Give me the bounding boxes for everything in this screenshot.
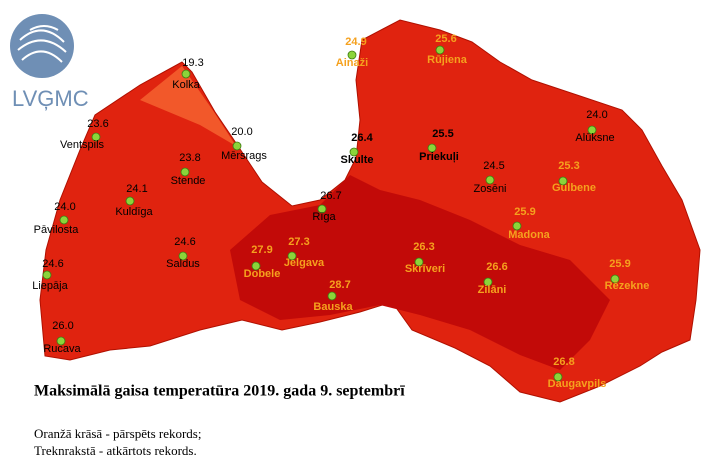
station-name: Alūksne	[575, 132, 614, 144]
station-dot	[610, 274, 620, 284]
station-value: 19.3	[182, 57, 203, 69]
station-name: Dobele	[244, 268, 281, 280]
station-dot	[56, 336, 66, 346]
station-name: Kolka	[172, 79, 200, 91]
station-name: Skulte	[340, 154, 373, 166]
station-value: 25.6	[435, 33, 456, 45]
station-name: Rucava	[43, 343, 81, 355]
station-name: Skrīveri	[405, 263, 445, 275]
station-dot	[349, 147, 359, 157]
cool-region	[140, 66, 236, 146]
station-name: Ainaži	[336, 57, 368, 69]
station-value: 25.9	[609, 258, 630, 270]
station-dot	[178, 251, 188, 261]
station-name: Mērsrags	[221, 150, 267, 162]
station-dot	[251, 261, 261, 271]
station-value: 24.1	[126, 183, 147, 195]
station-name: Zilāni	[478, 284, 507, 296]
hot-region	[230, 175, 610, 370]
station-dot	[414, 257, 424, 267]
station-value: 26.4	[351, 132, 373, 144]
station-dot	[232, 141, 242, 151]
station-dot	[180, 167, 190, 177]
station-value: 27.9	[251, 244, 272, 256]
stations: 19.3 Kolka 23.6 Ventspils 20.0 Mērsrags 23.8 St…	[32, 33, 649, 390]
station-name: Zosēni	[473, 183, 506, 195]
station-value: 24.9	[345, 36, 366, 48]
station-dot	[125, 196, 135, 206]
logo-lines	[17, 25, 67, 63]
station-name: Jelgava	[284, 257, 325, 269]
station-name: Gulbene	[552, 182, 596, 194]
station-value: 20.0	[231, 126, 252, 138]
logo-text: LVĢMC	[12, 86, 89, 111]
station-value: 26.6	[486, 261, 507, 273]
station-name: Pāvilosta	[34, 224, 80, 236]
station-dot	[91, 132, 101, 142]
station-dot	[558, 176, 568, 186]
station-dot	[553, 372, 563, 382]
station-name: Madona	[508, 229, 550, 241]
station-value: 26.3	[413, 241, 434, 253]
station-name: Priekuļi	[419, 151, 459, 163]
station-value: 24.0	[586, 109, 607, 121]
station-value: 25.5	[432, 128, 453, 140]
station-dot	[287, 251, 297, 261]
station-value: 25.3	[558, 160, 579, 172]
station-value: 26.8	[553, 356, 574, 368]
legend-line: Oranžā krāsā - pārspēts rekords;	[34, 426, 201, 441]
station-dot	[485, 175, 495, 185]
logo-globe	[10, 14, 74, 78]
station-value: 26.0	[52, 320, 73, 332]
station-value: 24.0	[54, 201, 75, 213]
station-dot	[42, 270, 52, 280]
station-dot	[347, 50, 357, 60]
station-dot	[512, 221, 522, 231]
station-value: 24.6	[42, 258, 63, 270]
station-name: Stende	[171, 175, 206, 187]
logo: LVĢMC	[10, 14, 89, 111]
station-value: 23.6	[87, 118, 108, 130]
station-name: Rīga	[312, 211, 336, 223]
station-value: 24.6	[174, 236, 195, 248]
station-value: 24.5	[483, 160, 504, 172]
station-dot	[181, 69, 191, 79]
legend-line: Treknrakstā - atkārtots rekords.	[34, 443, 197, 458]
station-name: Kuldīga	[115, 206, 153, 218]
station-value: 25.9	[514, 206, 535, 218]
station-name: Bauska	[313, 301, 353, 313]
map-title: Maksimālā gaisa temperatūra 2019. gada 9…	[34, 383, 405, 400]
station-dot	[317, 204, 327, 214]
station-dot	[427, 143, 437, 153]
station-value: 28.7	[329, 279, 350, 291]
station-dot	[483, 277, 493, 287]
station-name: Liepāja	[32, 280, 68, 292]
station-dot	[587, 125, 597, 135]
station-value: 26.7	[320, 190, 341, 202]
station-dot	[59, 215, 69, 225]
station-name: Rūjiena	[427, 54, 468, 66]
station-dot	[435, 45, 445, 55]
country-map	[39, 19, 701, 403]
station-name: Rēzekne	[605, 280, 650, 292]
station-value: 23.8	[179, 152, 200, 164]
station-name: Daugavpils	[548, 378, 607, 390]
station-name: Saldus	[166, 258, 200, 270]
station-dot	[327, 291, 337, 301]
station-value: 27.3	[288, 236, 309, 248]
station-name: Ventspils	[60, 139, 105, 151]
